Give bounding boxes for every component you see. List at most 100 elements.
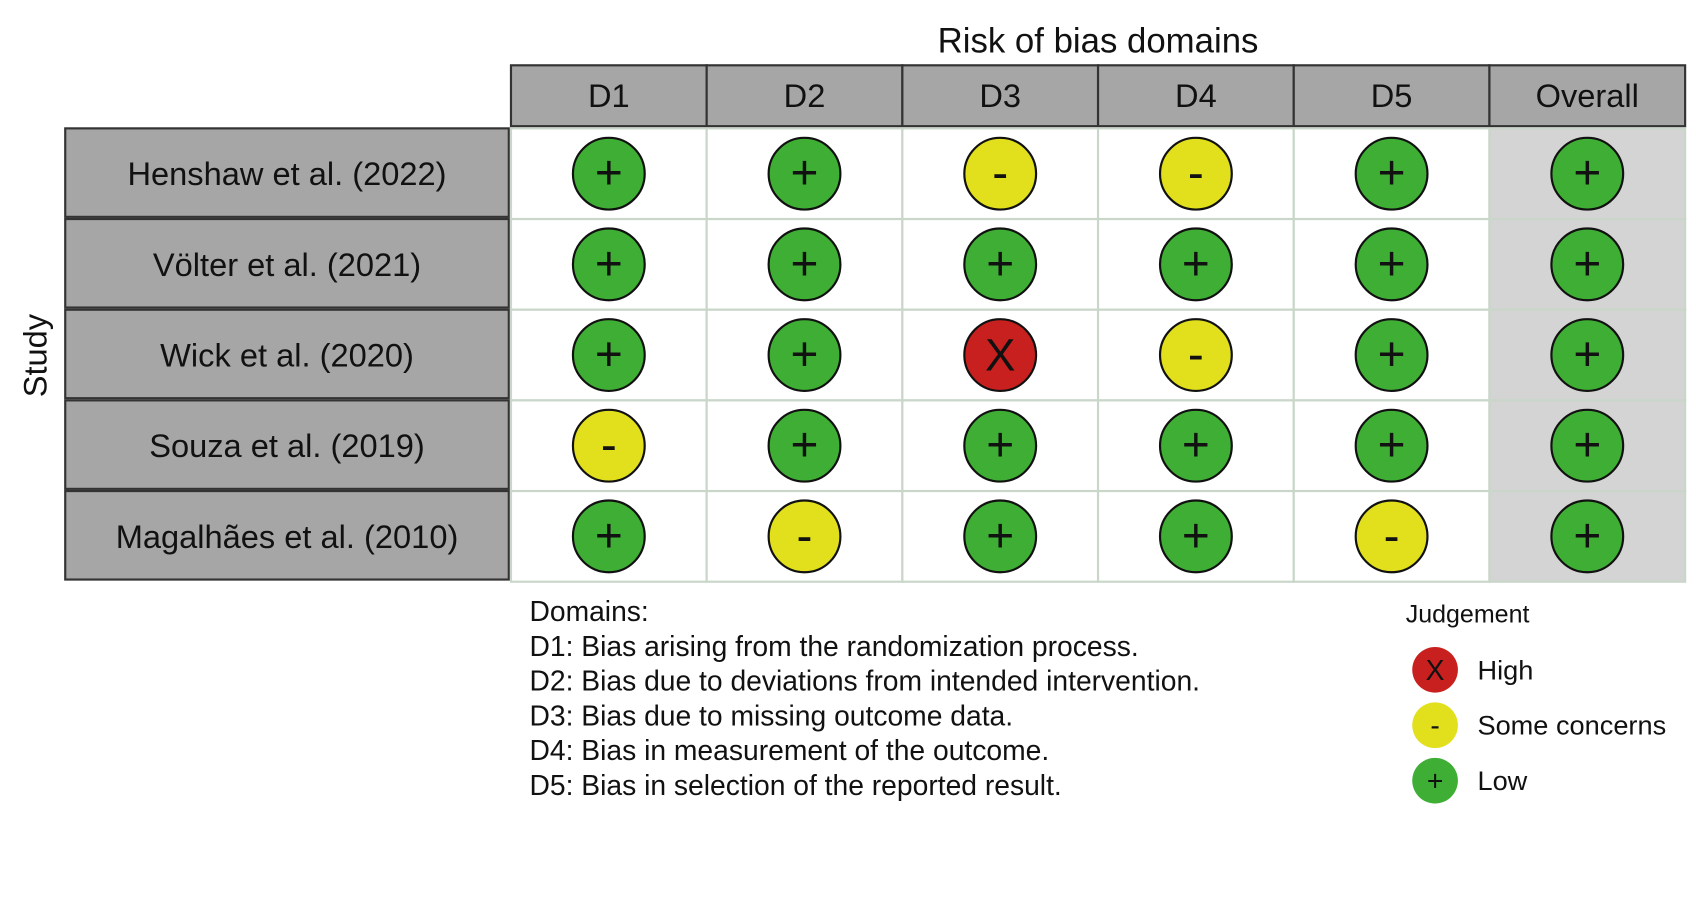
title: Risk of bias domains xyxy=(938,22,1259,60)
judgement-symbol: - xyxy=(601,419,617,472)
header-cell xyxy=(705,64,904,128)
legend-dot xyxy=(1412,646,1458,693)
study-cell xyxy=(64,217,510,309)
judgement-dot xyxy=(963,318,1038,393)
judgement-symbol: + xyxy=(791,419,819,472)
domain-label: D5 xyxy=(1371,77,1413,114)
header-cell xyxy=(1488,64,1687,128)
domain-label: D3 xyxy=(979,77,1021,114)
domain-label: Overall xyxy=(1536,77,1639,114)
judgement-symbol: + xyxy=(1573,510,1601,563)
judgement-symbol: + xyxy=(1378,147,1406,200)
judgement-symbol: + xyxy=(1378,238,1406,291)
judgement-dot xyxy=(571,227,646,302)
judgement-symbol: + xyxy=(595,329,623,382)
study-cell xyxy=(64,489,510,581)
judgement-symbol: + xyxy=(595,147,623,200)
judgement-symbol: + xyxy=(1573,419,1601,472)
judgement-symbol: + xyxy=(1573,329,1601,382)
domain-note: D5: Bias in selection of the reported re… xyxy=(529,769,1061,801)
judgement-dot xyxy=(571,408,646,483)
study-cell xyxy=(64,399,510,490)
domain-note: D4: Bias in measurement of the outcome. xyxy=(529,734,1049,766)
axis-label: Study xyxy=(16,313,53,397)
judgement-dot xyxy=(767,318,842,393)
judgement-dot xyxy=(963,408,1038,483)
judgement-symbol: + xyxy=(1573,238,1601,291)
judgement-symbol: + xyxy=(986,419,1014,472)
study-label: Magalhães et al. (2010) xyxy=(116,518,459,555)
domain-note: D1: Bias arising from the randomization … xyxy=(529,630,1138,662)
judgement-dot xyxy=(1158,318,1233,393)
judgement-dot xyxy=(767,408,842,483)
judgement-symbol: + xyxy=(1378,329,1406,382)
judgement-dot xyxy=(1354,136,1429,211)
judgement-symbol: + xyxy=(791,329,819,382)
judgement-symbol: + xyxy=(1182,419,1210,472)
judgement-dot xyxy=(571,318,646,393)
judgement-symbol: - xyxy=(992,147,1008,200)
judgement-symbol: - xyxy=(1188,147,1204,200)
judgement-dot xyxy=(767,136,842,211)
judgement-symbol: + xyxy=(1182,238,1210,291)
judgement-dot xyxy=(963,499,1038,574)
header-cell xyxy=(1292,64,1491,128)
domains-heading: Domains: xyxy=(529,595,648,627)
judgement-dot xyxy=(767,499,842,574)
judgement-symbol: - xyxy=(797,510,813,563)
domain-label: D4 xyxy=(1175,77,1217,114)
judgement-dot xyxy=(1158,408,1233,483)
judgement-dot xyxy=(1550,318,1625,393)
judgement-dot xyxy=(571,136,646,211)
judgement-symbol: + xyxy=(1378,419,1406,472)
judgement-dot xyxy=(1354,227,1429,302)
judgement-symbol: + xyxy=(1573,147,1601,200)
judgement-dot xyxy=(1550,136,1625,211)
legend-dot xyxy=(1412,757,1458,804)
judgement-dot xyxy=(1158,499,1233,574)
study-cell xyxy=(64,308,510,400)
judgement-symbol: + xyxy=(791,238,819,291)
judgement-symbol: + xyxy=(986,238,1014,291)
legend-symbol: X xyxy=(1426,654,1445,686)
judgement-dot xyxy=(571,499,646,574)
legend-title: Judgement xyxy=(1406,600,1530,628)
judgement-symbol: + xyxy=(595,238,623,291)
study-label: Wick et al. (2020) xyxy=(160,337,414,374)
study-label: Henshaw et al. (2022) xyxy=(127,155,446,192)
judgement-dot xyxy=(1354,318,1429,393)
judgement-symbol: + xyxy=(986,510,1014,563)
header-cell xyxy=(509,64,708,128)
judgement-symbol: - xyxy=(1384,510,1400,563)
legend-label: High xyxy=(1477,654,1533,685)
judgement-symbol: + xyxy=(595,510,623,563)
domain-note: D3: Bias due to missing outcome data. xyxy=(529,699,1013,731)
judgement-symbol: X xyxy=(985,330,1015,381)
study-label: Souza et al. (2019) xyxy=(149,427,425,464)
legend-label: Some concerns xyxy=(1477,710,1666,741)
judgement-symbol: + xyxy=(791,147,819,200)
judgement-symbol: + xyxy=(1182,510,1210,563)
domain-label: D2 xyxy=(784,77,826,114)
judgement-dot xyxy=(1550,408,1625,483)
legend-label: Low xyxy=(1477,765,1527,796)
header-cell xyxy=(901,64,1100,128)
judgement-dot xyxy=(963,136,1038,211)
judgement-dot xyxy=(1158,136,1233,211)
domain-note: D2: Bias due to deviations from intended… xyxy=(529,665,1200,697)
judgement-dot xyxy=(1354,408,1429,483)
judgement-dot xyxy=(963,227,1038,302)
judgement-dot xyxy=(1158,227,1233,302)
judgement-dot xyxy=(1550,499,1625,574)
study-cell xyxy=(64,127,510,218)
judgement-dot xyxy=(1550,227,1625,302)
judgement-symbol: - xyxy=(1188,329,1204,382)
legend-symbol: - xyxy=(1430,709,1439,741)
judgement-dot xyxy=(767,227,842,302)
judgement-dot xyxy=(1354,499,1429,574)
legend-symbol: + xyxy=(1427,765,1444,797)
domain-label: D1 xyxy=(588,77,630,114)
legend-dot xyxy=(1412,702,1458,749)
study-label: Völter et al. (2021) xyxy=(153,246,421,283)
